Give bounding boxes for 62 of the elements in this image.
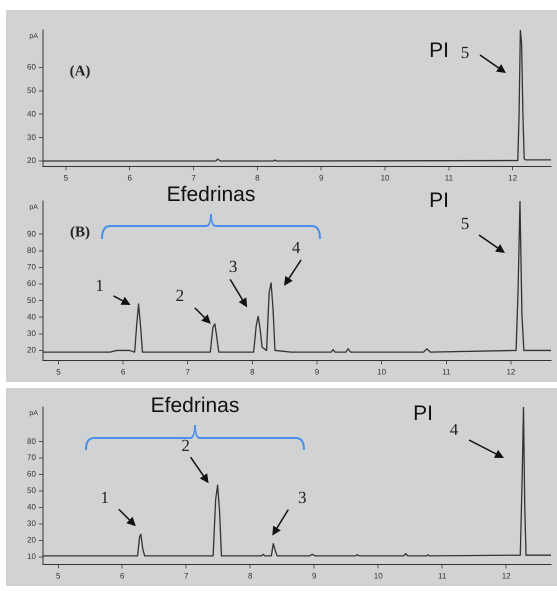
- y-tick-label: 80: [26, 436, 36, 446]
- y-tick-label: 20: [26, 156, 36, 166]
- x-tick-label: 7: [185, 367, 190, 376]
- y-tick-label: 90: [26, 229, 36, 238]
- y-tick-label: 20: [26, 536, 36, 545]
- x-tick-label: 10: [380, 173, 390, 182]
- y-tick-label: 50: [26, 86, 36, 96]
- y-tick-label: 30: [26, 329, 36, 338]
- y-tick-label: 40: [26, 109, 36, 118]
- annotation: 2: [181, 436, 190, 456]
- y-tick-label: 40: [26, 312, 36, 322]
- x-tick-label: 5: [56, 367, 62, 376]
- x-tick-label: 8: [255, 173, 260, 182]
- annotation: 4: [292, 238, 300, 258]
- annotation: 3: [228, 257, 238, 278]
- x-tick-label: 11: [438, 571, 447, 580]
- x-tick-label: 5: [64, 173, 69, 182]
- x-tick-label: 12: [502, 571, 512, 580]
- x-tick-label: 9: [318, 173, 324, 182]
- annotation: PI: [413, 402, 433, 426]
- annotation: PI: [429, 189, 449, 213]
- x-tick-label: 6: [127, 173, 132, 182]
- x-tick-label: 11: [444, 173, 454, 182]
- annotation: 3: [298, 488, 307, 508]
- y-tick-label: 50: [26, 486, 36, 496]
- x-tick-label: 10: [377, 367, 387, 376]
- x-tick-label: 8: [250, 367, 256, 376]
- x-tick-label: 11: [442, 367, 451, 376]
- annotation: (A): [70, 64, 90, 80]
- x-tick-label: 5: [56, 571, 62, 580]
- y-tick-label: 60: [26, 279, 36, 288]
- y-tick-label: 70: [26, 262, 36, 272]
- y-tick-label: 10: [26, 552, 36, 562]
- x-tick-label: 9: [312, 571, 317, 580]
- annotation: 2: [176, 286, 184, 306]
- x-tick-label: 7: [191, 173, 196, 182]
- annotation: PI: [429, 39, 449, 63]
- annotation: 5: [460, 214, 470, 234]
- x-tick-label: 12: [508, 173, 518, 182]
- x-tick-label: 7: [184, 571, 190, 580]
- annotation: 1: [95, 276, 104, 296]
- y-tick-label: 40: [26, 502, 36, 512]
- y-tick-label: 70: [26, 453, 36, 462]
- annotation: 4: [450, 420, 458, 440]
- annotation: 5: [460, 43, 470, 63]
- y-tick-label: 50: [26, 296, 36, 305]
- x-tick-label: 6: [120, 367, 126, 376]
- annotation: (B): [70, 224, 90, 242]
- annotation: Efedrinas: [166, 183, 256, 207]
- x-tick-label: 10: [374, 571, 384, 580]
- y-tick-label: 60: [26, 62, 36, 72]
- y-tick-label: 30: [26, 519, 36, 528]
- annotation: 1: [100, 488, 110, 508]
- y-tick-label: 20: [26, 346, 36, 355]
- x-tick-label: 6: [120, 571, 126, 580]
- annotation: Efedrinas: [150, 394, 240, 418]
- y-tick-label: 30: [26, 132, 36, 142]
- x-tick-label: 9: [314, 367, 320, 376]
- x-tick-label: 12: [506, 367, 516, 376]
- y-tick-label: 80: [26, 246, 36, 256]
- x-tick-label: 8: [248, 571, 254, 580]
- y-tick-label: 60: [26, 470, 36, 479]
